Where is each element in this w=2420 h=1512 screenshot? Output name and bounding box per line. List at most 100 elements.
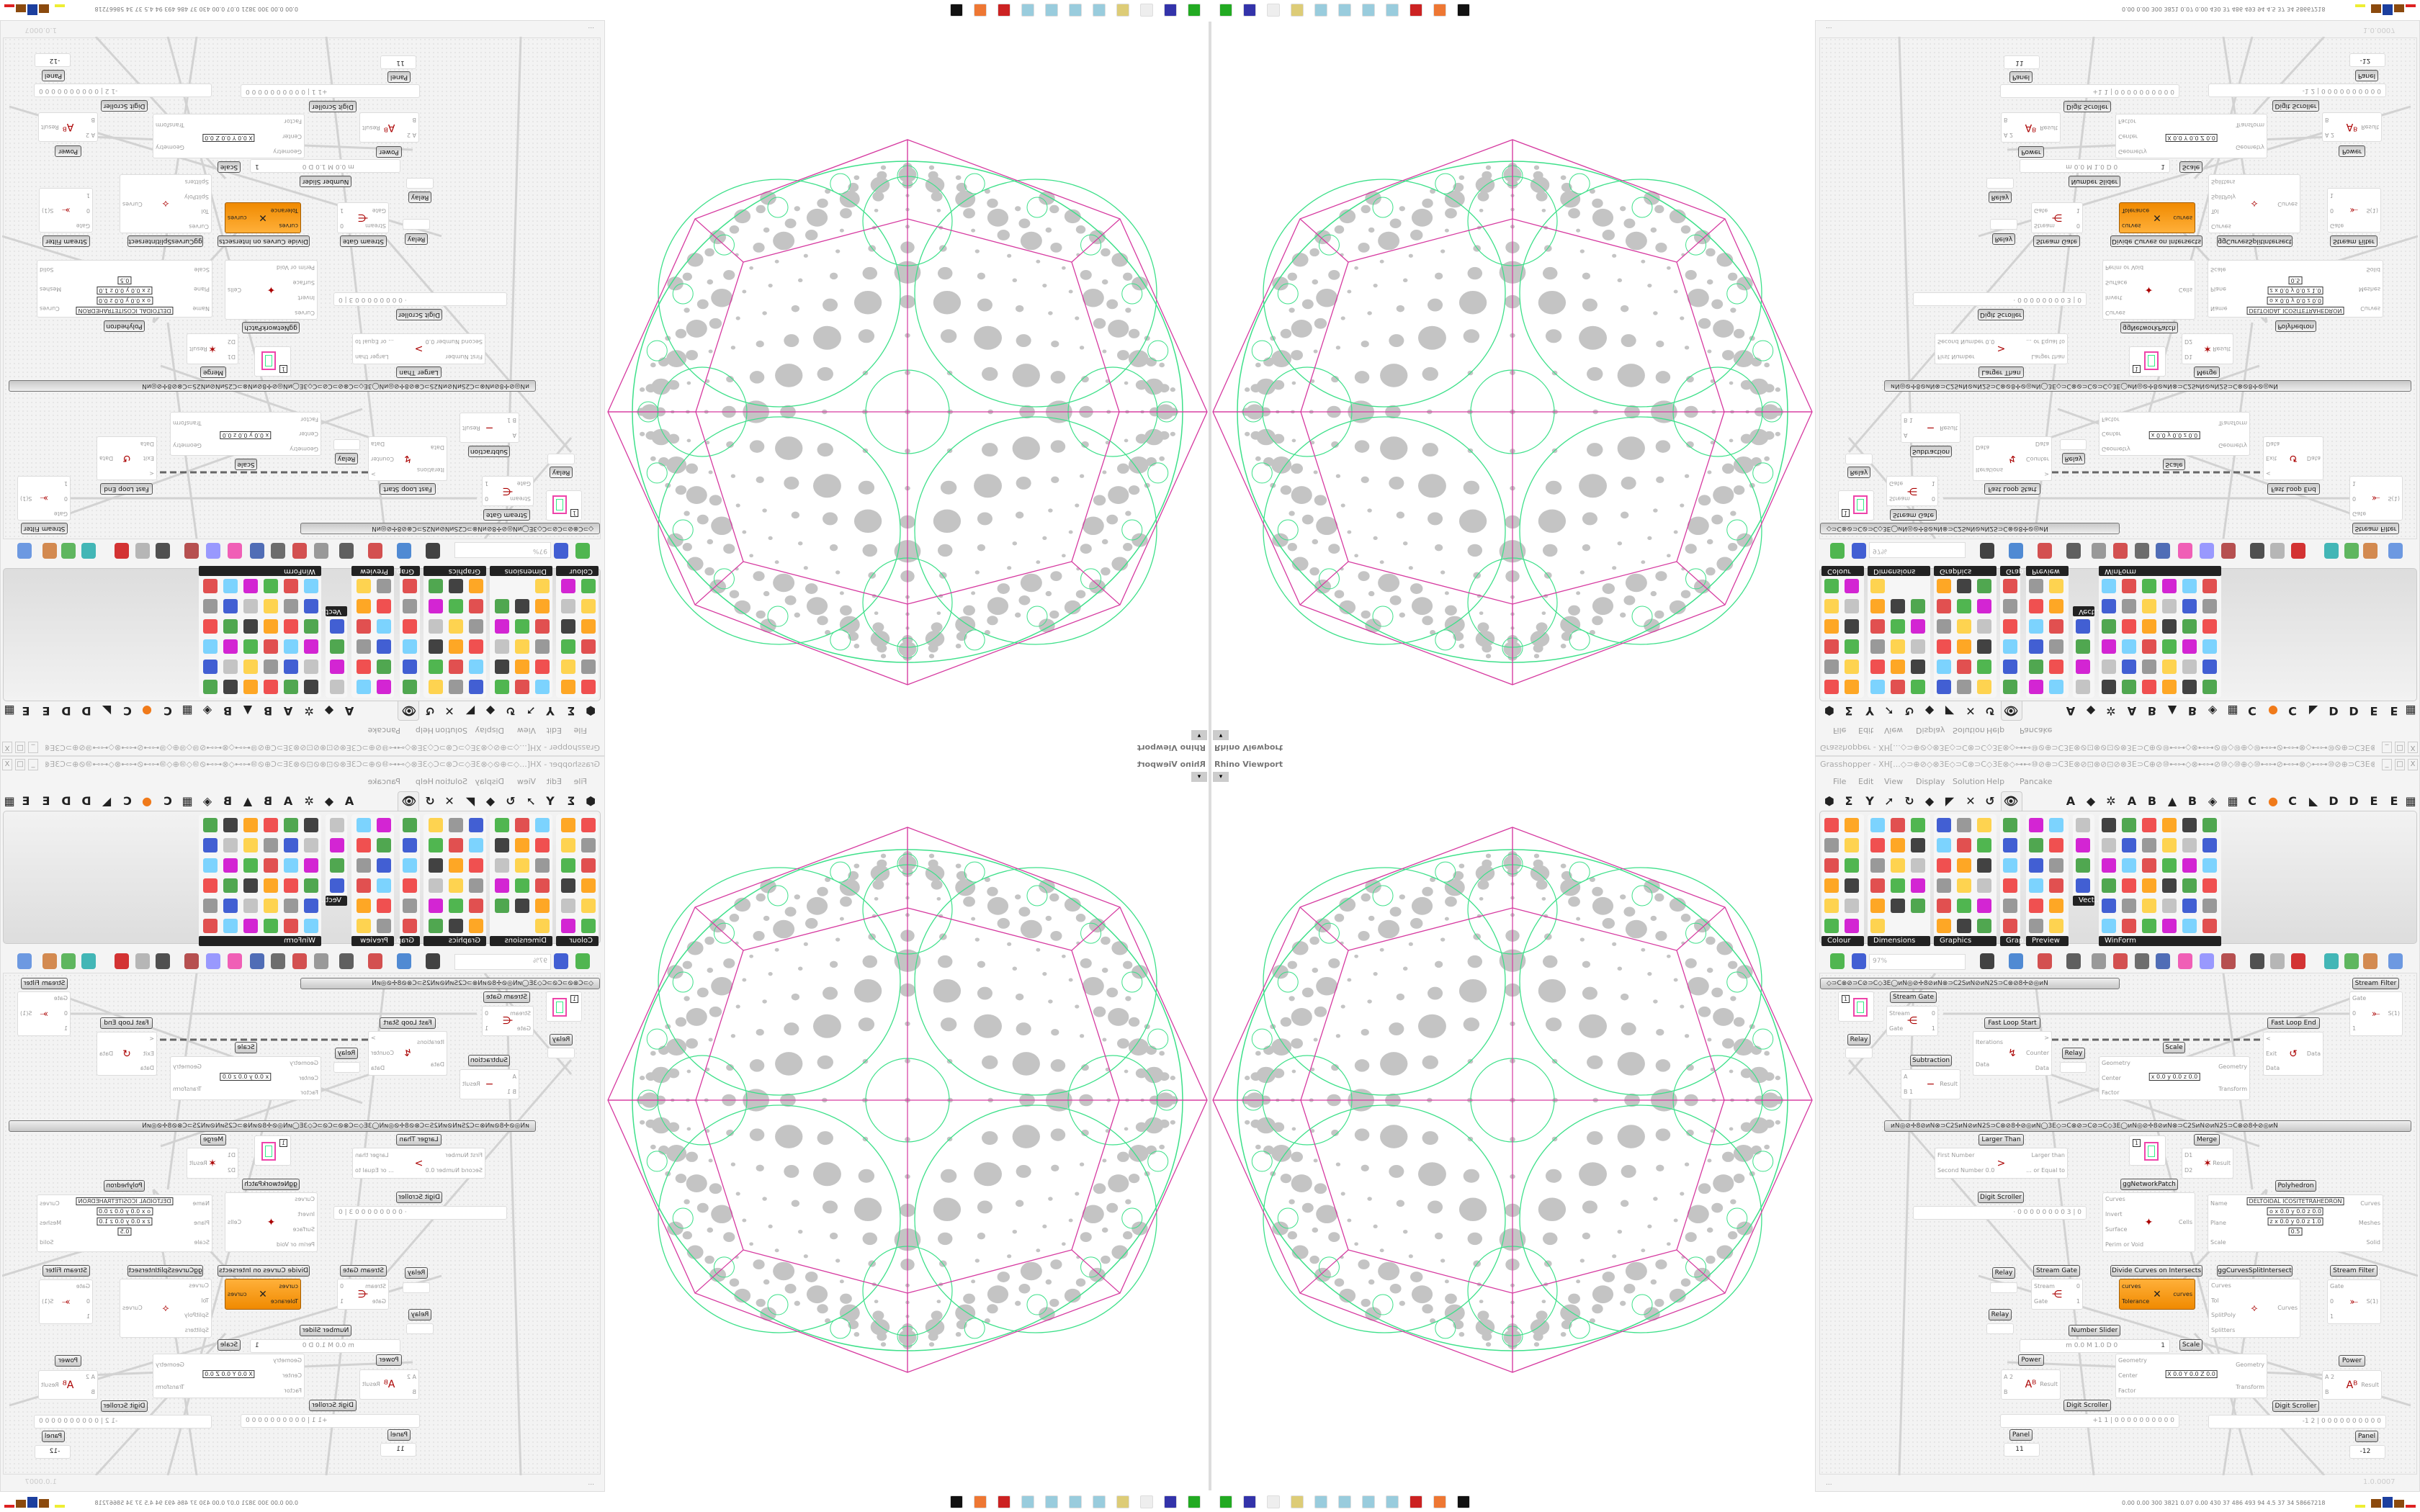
output--or-equal-to[interactable]: ... or Equal to [355, 338, 394, 345]
palette-component-icon[interactable] [284, 639, 298, 654]
merge-node[interactable]: D1 D2 Result ✶ [187, 333, 238, 364]
output-larger-than[interactable]: Larger than [2031, 1152, 2065, 1158]
red-app-icon[interactable] [1410, 4, 1422, 17]
input--[interactable]: < [2266, 1035, 2271, 1042]
output-s-1-[interactable]: S(1) [2367, 207, 2378, 214]
output-0[interactable]: 0 [340, 222, 344, 229]
tab-19[interactable]: C [2244, 794, 2260, 808]
save-64-icon[interactable] [1243, 1495, 1256, 1508]
slider-value[interactable]: m 0.0 M 1.0 D 0 [2066, 163, 2118, 170]
palette-component-icon[interactable] [2202, 579, 2217, 593]
viewport-menu-button[interactable]: ▾ [1213, 772, 1229, 782]
output-s-1-[interactable]: S(1) [42, 207, 53, 214]
input-second-number-0-0[interactable]: Second Number 0.0 [426, 1167, 483, 1174]
menu-display[interactable]: Display [1916, 777, 1945, 786]
palette-component-icon[interactable] [2029, 858, 2043, 873]
palette-component-icon[interactable] [2182, 579, 2197, 593]
ggcurvessplitintersect-label[interactable]: ggCurvesSplitIntersect [2217, 235, 2293, 247]
palette-component-icon[interactable] [2076, 858, 2090, 873]
input-a-2[interactable]: A 2 [86, 1374, 95, 1380]
palette-component-icon[interactable] [515, 599, 529, 613]
palette-component-icon[interactable] [203, 818, 218, 832]
palette-component-icon[interactable] [1870, 838, 1885, 852]
grasshopper-canvas[interactable]: ◇⊃C⊗⊘⊃C⊘⊃C◇3E◯иN◎⊘✢8⊘иN⊗⊃C2SиN⊘иN2S⊃C⊗⊘8… [1819, 37, 2417, 539]
palette-component-icon[interactable] [2029, 899, 2043, 913]
blob-icon[interactable] [2388, 953, 2403, 969]
palette-component-icon[interactable] [495, 680, 509, 694]
palette-component-icon[interactable] [2076, 838, 2090, 852]
tab-25[interactable]: E [38, 704, 54, 718]
palette-component-icon[interactable] [2182, 858, 2197, 873]
input-splitters[interactable]: Splitters [2211, 1327, 2235, 1333]
output-curves[interactable]: curves [2173, 215, 2192, 222]
loft-icon[interactable] [2324, 543, 2339, 559]
palette-component-icon[interactable] [581, 579, 596, 593]
palette-component-icon[interactable] [515, 639, 529, 654]
tab-15[interactable]: ▲ [240, 704, 256, 718]
palette-component-icon[interactable] [1870, 579, 1885, 593]
tab-21[interactable]: C [2285, 704, 2300, 718]
relay-label[interactable]: Relay [1992, 233, 2015, 245]
panel-value[interactable]: -12 [50, 1448, 60, 1455]
fast-loop-end-node[interactable]: < Exit Data Data ↺ [97, 436, 157, 480]
scale-label[interactable]: Scale [2179, 161, 2202, 173]
new-document-icon[interactable] [575, 543, 590, 559]
palette-component-icon[interactable] [2076, 878, 2090, 893]
firefox-icon[interactable] [974, 4, 987, 17]
group-bar[interactable]: ◇⊃C⊗⊘⊃C⊘⊃C◇3E◯иN◎⊘✢8⊘иN⊗⊃C2SиN⊘иN2S⊃C⊗⊘8… [1820, 523, 2120, 534]
palette-component-icon[interactable] [469, 639, 483, 654]
swatch-node[interactable]: 1 [254, 1135, 291, 1166]
palette-component-icon[interactable] [2202, 878, 2217, 893]
palette-component-icon[interactable] [1977, 619, 1991, 634]
tab-27[interactable]: ▦ [2403, 704, 2419, 718]
palette-component-icon[interactable] [304, 579, 318, 593]
input-gate[interactable]: Gate [2034, 1298, 2048, 1305]
palette-component-icon[interactable] [330, 680, 344, 694]
palette-component-icon[interactable] [2029, 660, 2043, 674]
palette-component-icon[interactable] [377, 680, 391, 694]
palette-component-icon[interactable] [581, 838, 596, 852]
palette-component-icon[interactable] [581, 660, 596, 674]
palette-group-label[interactable]: Graphics [1934, 566, 1996, 576]
scroller-value[interactable]: · 0 0 0 0 0 0 0 0 3 | 0 [339, 1209, 407, 1216]
tab-8[interactable]: ↺ [422, 794, 438, 808]
palette-component-icon[interactable] [469, 838, 483, 852]
relay-node[interactable] [333, 1062, 360, 1073]
palette-component-icon[interactable] [449, 878, 463, 893]
palette-component-icon[interactable] [2076, 619, 2090, 634]
subtraction-label[interactable]: Subtraction [468, 446, 510, 457]
palette-component-icon[interactable] [1937, 838, 1951, 852]
palette-component-icon[interactable] [284, 838, 298, 852]
palette-component-icon[interactable] [377, 838, 391, 852]
palette-component-icon[interactable] [284, 660, 298, 674]
palette-component-icon[interactable] [243, 579, 258, 593]
palette-component-icon[interactable] [1957, 919, 1971, 933]
tab-24[interactable]: D [58, 704, 74, 718]
swatch-node[interactable]: 1 [2129, 1135, 2166, 1166]
palette-component-icon[interactable] [2202, 599, 2217, 613]
input-a-2[interactable]: A 2 [86, 132, 95, 138]
palette-component-icon[interactable] [2202, 818, 2217, 832]
maximize-button[interactable]: □ [15, 759, 25, 770]
scroller-value[interactable]: · 0 0 0 0 0 0 0 0 3 | 0 [339, 296, 407, 303]
palette-component-icon[interactable] [561, 878, 575, 893]
palette-component-icon[interactable] [357, 858, 371, 873]
palette-component-icon[interactable] [2029, 579, 2043, 593]
ggcurvessplitintersect-label[interactable]: ggCurvesSplitIntersect [2217, 1265, 2293, 1277]
tab-13[interactable]: A [280, 794, 296, 808]
palette-component-icon[interactable] [243, 899, 258, 913]
fast-loop-start-node[interactable]: Iterations Data > Counter Data ↯ [368, 436, 447, 481]
palette-component-icon[interactable] [495, 660, 509, 674]
palette-group-label[interactable]: Grap.. [2000, 566, 2020, 576]
palette-component-icon[interactable] [2182, 899, 2197, 913]
output-curves[interactable]: Curves [40, 1200, 60, 1207]
palette-component-icon[interactable] [495, 639, 509, 654]
relay-label[interactable]: Relay [408, 192, 431, 203]
palette-component-icon[interactable] [1957, 680, 1971, 694]
palette-component-icon[interactable] [495, 899, 509, 913]
palette-group-label[interactable]: Graphics [424, 566, 486, 576]
palette-component-icon[interactable] [2003, 579, 2017, 593]
tab-0[interactable]: ⬢ [1821, 794, 1837, 808]
relay-node[interactable] [406, 1323, 434, 1334]
input-d2[interactable]: D2 [228, 338, 236, 345]
